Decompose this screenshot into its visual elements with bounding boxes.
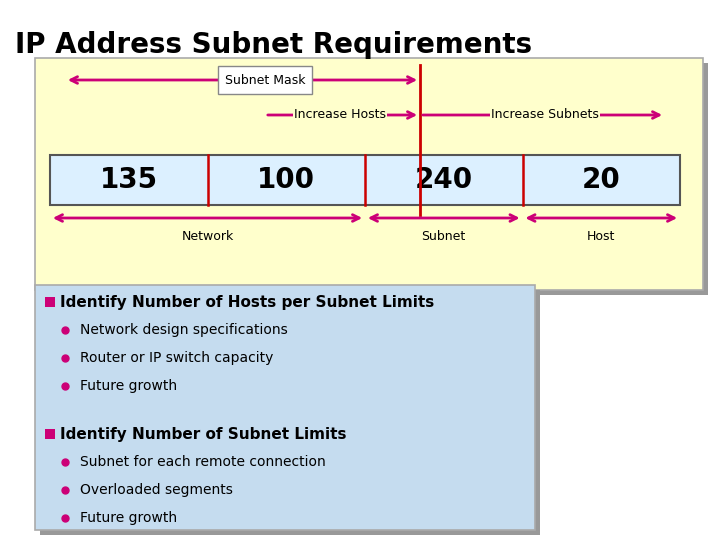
Text: Host: Host	[587, 230, 616, 243]
Text: Router or IP switch capacity: Router or IP switch capacity	[80, 351, 274, 365]
Text: Increase Subnets: Increase Subnets	[491, 109, 599, 122]
FancyBboxPatch shape	[40, 290, 540, 535]
Text: Subnet for each remote connection: Subnet for each remote connection	[80, 455, 325, 469]
FancyBboxPatch shape	[50, 155, 680, 205]
Text: 100: 100	[257, 166, 315, 194]
Text: Subnet Mask: Subnet Mask	[225, 73, 305, 86]
FancyBboxPatch shape	[35, 285, 535, 530]
Text: 135: 135	[99, 166, 158, 194]
FancyBboxPatch shape	[40, 63, 708, 295]
Text: Subnet: Subnet	[422, 230, 466, 243]
Text: Overloaded segments: Overloaded segments	[80, 483, 233, 497]
FancyBboxPatch shape	[35, 58, 703, 290]
Bar	[45, 297, 55, 307]
Text: Increase Hosts: Increase Hosts	[294, 109, 386, 122]
Text: Future growth: Future growth	[80, 379, 177, 393]
Text: 20: 20	[582, 166, 621, 194]
Text: 240: 240	[415, 166, 473, 194]
FancyBboxPatch shape	[218, 66, 312, 94]
Text: Identify Number of Hosts per Subnet Limits: Identify Number of Hosts per Subnet Limi…	[60, 294, 434, 309]
Bar	[45, 429, 55, 439]
Text: Network: Network	[181, 230, 233, 243]
Text: Network design specifications: Network design specifications	[80, 323, 288, 337]
Text: Future growth: Future growth	[80, 511, 177, 525]
Text: IP Address Subnet Requirements: IP Address Subnet Requirements	[15, 31, 532, 59]
Text: Identify Number of Subnet Limits: Identify Number of Subnet Limits	[60, 427, 346, 442]
